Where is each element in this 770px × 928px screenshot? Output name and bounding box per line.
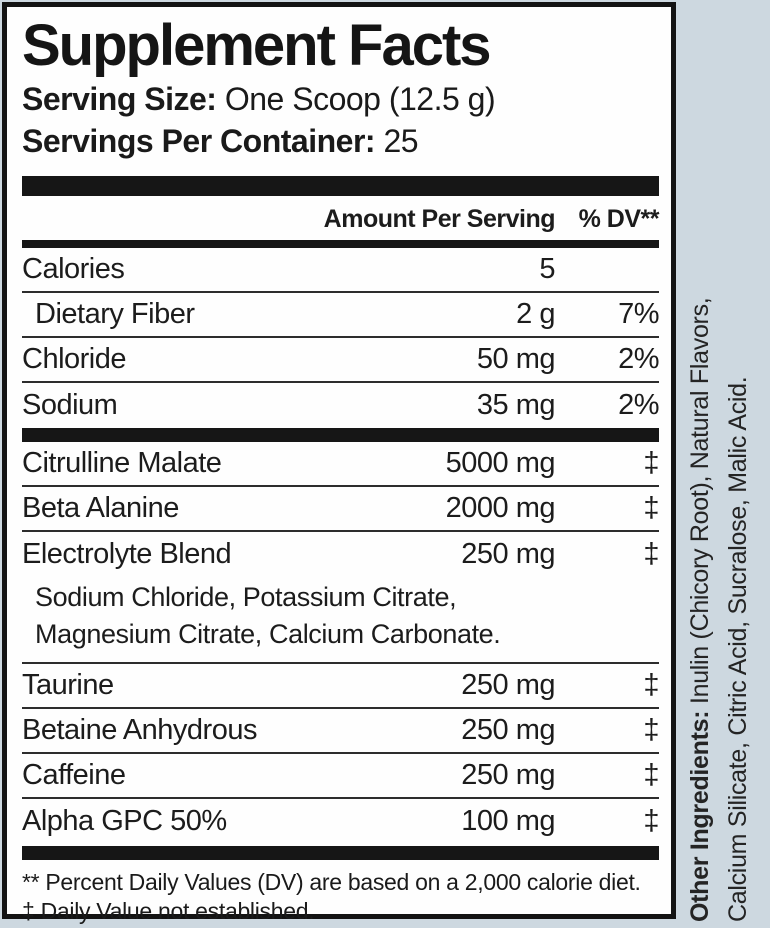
nutrient-name: Alpha GPC 50% xyxy=(22,804,227,837)
other-ingredients-line-2: Calcium Silicate, Citric Acid, Sucralose… xyxy=(724,376,752,922)
nutrient-amount: 5 xyxy=(539,253,555,286)
other-ingredients-line-1-rest: Inulin (Chicory Root), Natural Flavors, xyxy=(686,297,714,711)
amount-column-header: Amount Per Serving xyxy=(323,205,556,234)
nutrient-name: Electrolyte Blend xyxy=(22,538,232,571)
nutrient-name: Taurine xyxy=(22,668,114,701)
nutrient-dv: ‡ xyxy=(643,492,659,525)
nutrient-name: Chloride xyxy=(22,343,126,376)
table-row-taurine: Taurine 250 mg ‡ xyxy=(22,664,660,709)
table-row-caffeine: Caffeine 250 mg ‡ xyxy=(22,754,660,799)
table-row-betaine-anhydrous: Betaine Anhydrous 250 mg ‡ xyxy=(22,709,660,754)
table-row-sodium: Sodium 35 mg 2% xyxy=(22,383,660,428)
footnotes: ** Percent Daily Values (DV) are based o… xyxy=(22,860,659,927)
table-row-beta-alanine: Beta Alanine 2000 mg ‡ xyxy=(22,487,660,533)
servings-per-container-label: Servings Per Container: xyxy=(22,122,376,159)
table-row-chloride: Chloride 50 mg 2% xyxy=(22,338,660,384)
header-divider-bar xyxy=(22,240,659,249)
nutrient-amount: 2000 mg xyxy=(445,492,556,525)
panel-title: Supplement Facts xyxy=(22,13,492,78)
other-ingredients-label: Other Ingredients: xyxy=(686,710,714,922)
nutrient-amount: 50 mg xyxy=(476,343,556,376)
nutrient-amount: 250 mg xyxy=(461,538,555,571)
dagger-footnote: ‡ Daily Value not established. xyxy=(22,898,315,925)
table-row-dietary-fiber: Dietary Fiber 2 g 7% xyxy=(22,293,660,339)
section-bar-bottom xyxy=(22,845,659,860)
nutrient-name: Dietary Fiber xyxy=(35,298,195,331)
dv-column-header: % DV** xyxy=(578,205,660,234)
electrolyte-blend-sub-ingredients: Sodium Chloride, Potassium Citrate, Magn… xyxy=(22,577,659,664)
sub-ingredients-line-2: Magnesium Citrate, Calcium Carbonate. xyxy=(35,619,501,650)
nutrient-dv: ‡ xyxy=(643,447,659,480)
serving-size-line: Serving Size: One Scoop (12.5 g) xyxy=(22,78,659,120)
section-bar-middle xyxy=(22,428,659,443)
table-row-alpha-gpc: Alpha GPC 50% 100 mg ‡ xyxy=(22,799,660,844)
serving-size-value: One Scoop (12.5 g) xyxy=(224,80,496,117)
nutrient-dv: ‡ xyxy=(643,804,659,837)
table-column-header: Amount Per Serving % DV** xyxy=(22,196,660,240)
nutrient-amount: 250 mg xyxy=(461,758,555,791)
nutrient-dv: 2% xyxy=(618,343,659,376)
nutrient-dv: ‡ xyxy=(643,668,659,701)
nutrient-dv: ‡ xyxy=(643,538,659,571)
nutrient-name: Sodium xyxy=(22,389,118,422)
dv-footnote: ** Percent Daily Values (DV) are based o… xyxy=(22,868,641,895)
nutrient-amount: 5000 mg xyxy=(445,447,556,480)
nutrient-amount: 100 mg xyxy=(461,804,555,837)
nutrient-amount: 35 mg xyxy=(476,389,556,422)
other-ingredients-line-1: Other Ingredients: Inulin (Chicory Root)… xyxy=(681,2,719,922)
nutrient-name: Beta Alanine xyxy=(22,492,179,525)
supplement-facts-panel: Supplement Facts Serving Size: One Scoop… xyxy=(2,2,676,924)
section-bar-top xyxy=(22,176,659,197)
nutrient-dv: 7% xyxy=(618,298,659,331)
nutrient-amount: 250 mg xyxy=(461,668,555,701)
table-row-calories: Calories 5 xyxy=(22,248,659,294)
nutrient-name: Caffeine xyxy=(22,758,126,791)
table-row-electrolyte-blend: Electrolyte Blend 250 mg ‡ xyxy=(22,532,660,577)
nutrient-dv: ‡ xyxy=(643,758,659,791)
servings-per-container-value: 25 xyxy=(383,122,419,159)
other-ingredients-rotated-text: Other Ingredients: Inulin (Chicory Root)… xyxy=(681,2,757,922)
nutrient-name: Betaine Anhydrous xyxy=(22,713,257,746)
table-row-citrulline-malate: Citrulline Malate 5000 mg ‡ xyxy=(22,442,660,488)
nutrient-name: Calories xyxy=(22,253,125,286)
nutrient-amount: 2 g xyxy=(516,298,555,331)
nutrient-dv: 2% xyxy=(618,389,659,422)
sub-ingredients-line-1: Sodium Chloride, Potassium Citrate, xyxy=(35,582,457,613)
nutrient-name: Citrulline Malate xyxy=(22,447,222,480)
serving-size-label: Serving Size: xyxy=(22,80,217,117)
nutrient-amount: 250 mg xyxy=(461,713,555,746)
servings-per-container-line: Servings Per Container: 25 xyxy=(22,120,659,162)
nutrient-dv: ‡ xyxy=(643,713,659,746)
